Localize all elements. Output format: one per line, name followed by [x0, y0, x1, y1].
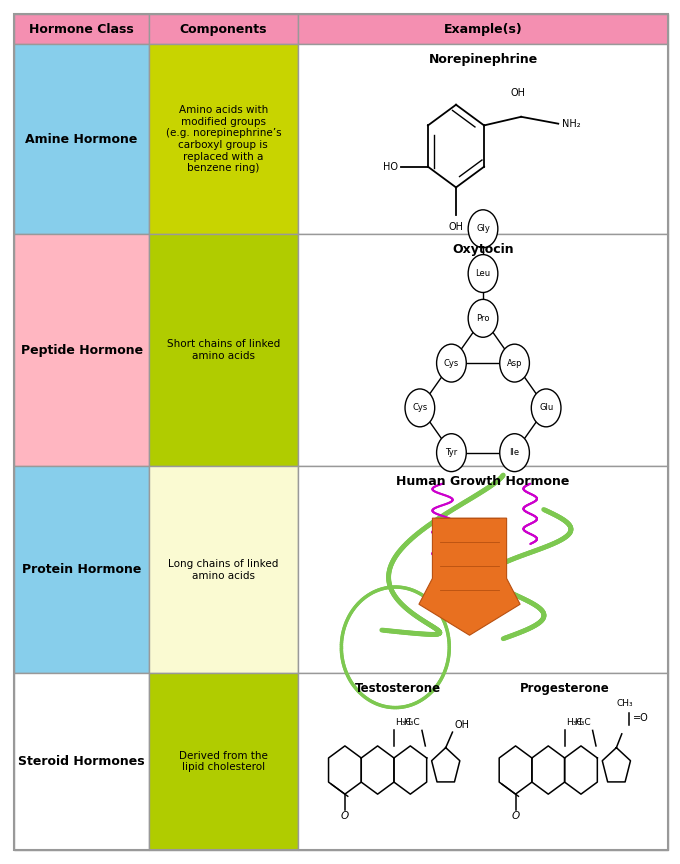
Text: =O: =O — [632, 714, 648, 723]
Circle shape — [500, 434, 530, 472]
Text: Glu: Glu — [539, 403, 554, 412]
Bar — [149, 673, 298, 849]
Text: Derived from the
lipid cholesterol: Derived from the lipid cholesterol — [179, 751, 268, 772]
Text: Asp: Asp — [507, 359, 522, 367]
Text: Progesterone: Progesterone — [520, 682, 609, 695]
Text: Hormone Class: Hormone Class — [29, 22, 134, 36]
Bar — [14, 15, 149, 44]
Text: CH₃: CH₃ — [617, 699, 634, 708]
Text: Amino acids with
modified groups
(e.g. norepinephrine’s
carboxyl group is
replac: Amino acids with modified groups (e.g. n… — [165, 105, 281, 173]
Text: Cys: Cys — [412, 403, 428, 412]
Bar — [298, 467, 668, 673]
Text: H₃C: H₃C — [566, 718, 583, 727]
Bar — [149, 467, 298, 673]
Circle shape — [468, 210, 498, 248]
Text: Peptide Hormone: Peptide Hormone — [20, 344, 143, 357]
Text: Steroid Hormones: Steroid Hormones — [18, 755, 145, 768]
Bar — [298, 15, 668, 44]
Text: Example(s): Example(s) — [443, 22, 522, 36]
Text: Norepinephrine: Norepinephrine — [428, 53, 538, 66]
Text: H₃C: H₃C — [574, 718, 591, 727]
Bar — [14, 234, 149, 467]
Bar — [298, 44, 668, 234]
Text: O: O — [511, 811, 520, 822]
Text: H₃C: H₃C — [403, 718, 420, 727]
Text: Amine Hormone: Amine Hormone — [25, 133, 138, 146]
Text: Testosterone: Testosterone — [354, 682, 441, 695]
Text: OH: OH — [454, 721, 469, 730]
Text: Short chains of linked
amino acids: Short chains of linked amino acids — [167, 340, 280, 361]
Text: H₃C: H₃C — [395, 718, 412, 727]
Text: OH: OH — [510, 88, 525, 98]
Bar — [14, 467, 149, 673]
Text: NH₂: NH₂ — [562, 118, 580, 129]
Circle shape — [468, 255, 498, 293]
Text: Protein Hormone: Protein Hormone — [22, 563, 141, 576]
Circle shape — [468, 299, 498, 337]
Text: Long chains of linked
amino acids: Long chains of linked amino acids — [168, 559, 279, 581]
Text: Gly: Gly — [476, 225, 490, 233]
Text: O: O — [341, 811, 349, 822]
Circle shape — [500, 344, 530, 382]
Text: Components: Components — [180, 22, 267, 36]
Bar — [149, 44, 298, 234]
Polygon shape — [419, 518, 520, 635]
Circle shape — [437, 434, 466, 472]
Bar — [149, 234, 298, 467]
Circle shape — [437, 344, 466, 382]
Bar — [298, 673, 668, 849]
Text: Oxytocin: Oxytocin — [452, 243, 514, 256]
Bar — [14, 44, 149, 234]
Text: Leu: Leu — [475, 269, 490, 278]
Text: Ile: Ile — [509, 448, 520, 457]
Text: Human Growth Hormone: Human Growth Hormone — [396, 475, 570, 488]
Text: HO: HO — [384, 162, 398, 172]
Text: OH: OH — [449, 222, 464, 232]
Circle shape — [405, 389, 435, 427]
Text: Tyr: Tyr — [445, 448, 458, 457]
Bar — [149, 15, 298, 44]
Bar — [14, 673, 149, 849]
Circle shape — [531, 389, 561, 427]
Text: Cys: Cys — [444, 359, 459, 367]
Text: Pro: Pro — [476, 314, 490, 323]
Bar — [298, 234, 668, 467]
